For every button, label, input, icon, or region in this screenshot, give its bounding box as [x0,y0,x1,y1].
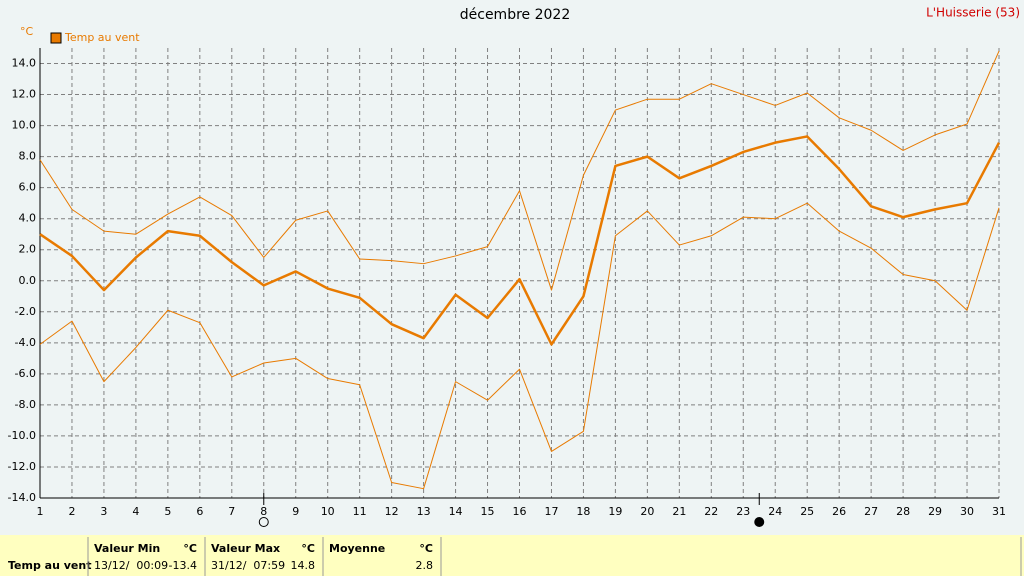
summary-header: Valeur Max [211,542,280,555]
y-tick-label: 2.0 [19,243,37,256]
y-tick-label: -12.0 [8,460,36,473]
x-tick-label: 7 [228,505,235,518]
series-line [39,50,1000,291]
y-tick-label: 12.0 [12,88,37,101]
summary-unit: °C [183,542,197,555]
x-tick-label: 31 [992,505,1006,518]
y-unit: °C [20,25,34,38]
x-tick-label: 21 [672,505,686,518]
summary-header: Moyenne [329,542,385,555]
x-tick-label: 22 [704,505,718,518]
y-tick-label: -14.0 [8,491,36,504]
x-tick-label: 27 [864,505,878,518]
y-tick-label: 6.0 [19,181,37,194]
summary-value: 14.8 [291,559,316,572]
x-tick-label: 11 [353,505,367,518]
x-tick-label: 30 [960,505,974,518]
y-tick-label: 10.0 [12,119,37,132]
summary-date: 31/12/ 07:59 [211,559,285,572]
x-tick-label: 20 [640,505,654,518]
x-tick-label: 14 [449,505,463,518]
x-tick-label: 10 [321,505,335,518]
summary-date: 13/12/ 00:09 [94,559,168,572]
x-tick-label: 19 [608,505,622,518]
x-tick-label: 24 [768,505,782,518]
x-tick-label: 3 [100,505,107,518]
y-tick-label: 0.0 [19,274,37,287]
station-label: L'Huisserie (53) [926,6,1020,20]
x-tick-label: 2 [68,505,75,518]
x-tick-label: 15 [481,505,495,518]
summary-value: 2.8 [416,559,434,572]
x-tick-label: 28 [896,505,910,518]
moon-phase [754,517,765,527]
y-tick-label: -8.0 [15,398,36,411]
y-tick-label: 14.0 [12,57,37,70]
x-tick-label: 13 [417,505,431,518]
summary-header: Valeur Min [94,542,160,555]
chart-title: décembre 2022 [460,7,570,23]
series-line [39,135,1001,346]
x-tick-label: 5 [164,505,171,518]
x-tick-label: 8 [260,505,267,518]
legend-label: Temp au vent [64,31,140,44]
x-tick-label: 29 [928,505,942,518]
y-tick-label: -10.0 [8,429,36,442]
series-line [39,202,1000,490]
x-tick-label: 16 [513,505,527,518]
y-tick-label: -4.0 [15,336,36,349]
summary-unit: °C [419,542,433,555]
summary-value: -13.4 [169,559,197,572]
summary-panel [0,535,1024,576]
y-tick-label: 4.0 [19,212,37,225]
x-tick-label: 26 [832,505,846,518]
x-tick-label: 4 [132,505,139,518]
y-tick-label: -2.0 [15,305,36,318]
legend-swatch [50,32,62,44]
summary-unit: °C [301,542,315,555]
x-tick-label: 1 [37,505,44,518]
y-tick-label: -6.0 [15,367,36,380]
x-tick-label: 6 [196,505,203,518]
x-tick-label: 12 [385,505,399,518]
x-tick-label: 17 [544,505,558,518]
x-tick-label: 23 [736,505,750,518]
x-tick-label: 18 [576,505,590,518]
y-tick-label: 8.0 [19,150,37,163]
x-tick-label: 9 [292,505,299,518]
moon-phase [258,517,269,527]
x-tick-label: 25 [800,505,814,518]
summary-row-label: Temp au vent [8,559,91,572]
